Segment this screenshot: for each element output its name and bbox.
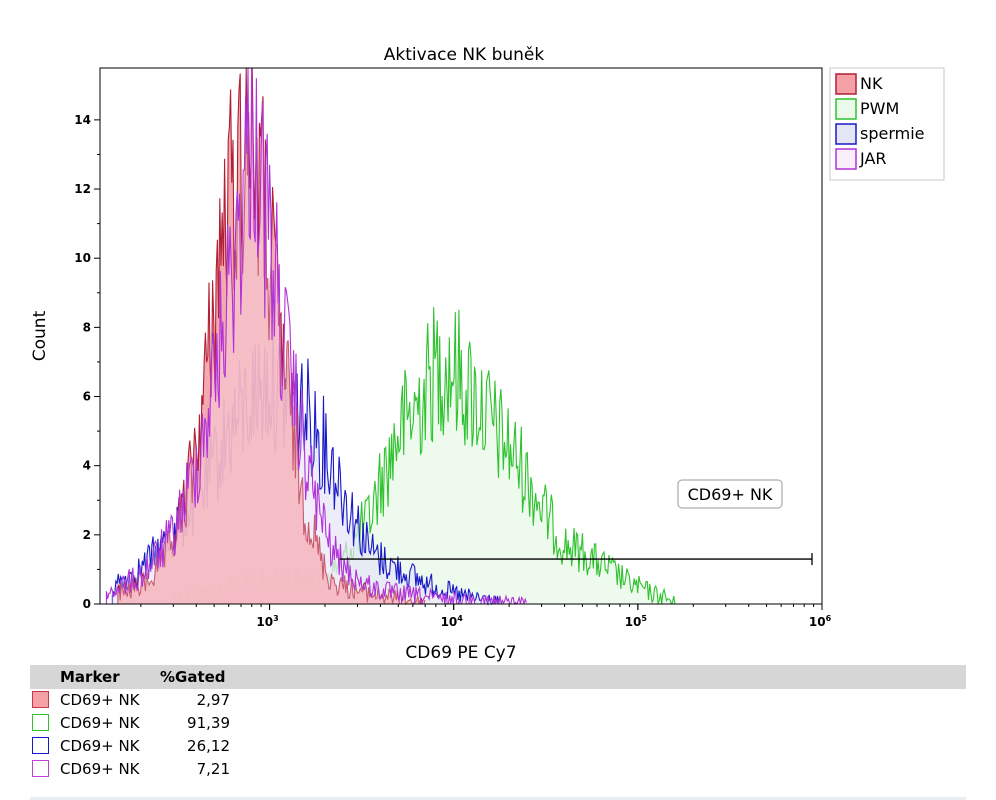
legend-label-PWM: PWM xyxy=(860,99,899,118)
stats-row-value: 91,39 xyxy=(187,714,230,732)
stats-row-value: 26,12 xyxy=(187,737,230,755)
y-tick-label: 6 xyxy=(83,390,91,404)
y-tick-label: 10 xyxy=(74,251,91,265)
y-tick-label: 14 xyxy=(74,113,91,127)
series-line-JAR xyxy=(105,67,527,606)
y-tick-label: 12 xyxy=(74,182,91,196)
x-tick-label: 106 xyxy=(809,614,832,629)
chart-title: Aktivace NK buněk xyxy=(384,45,545,65)
plot-frame xyxy=(99,67,823,605)
legend-swatch-NK xyxy=(835,73,857,95)
legend-label-spermie: spermie xyxy=(860,124,925,143)
x-axis-title: CD69 PE Cy7 xyxy=(405,643,516,663)
bottom-strip xyxy=(30,797,966,800)
x-tick-label: 105 xyxy=(625,614,648,629)
stats-row: CD69+ NK 7,21 xyxy=(30,758,966,781)
marker-column-header: Marker xyxy=(60,668,120,686)
stats-row-marker: CD69+ NK xyxy=(60,691,140,709)
stats-row: CD69+ NK 91,39 xyxy=(30,712,966,735)
stats-row-swatch xyxy=(32,737,49,754)
series-layer xyxy=(105,67,676,607)
legend-swatch-spermie xyxy=(835,123,857,145)
y-tick-label: 8 xyxy=(83,320,91,334)
stats-table: Marker %Gated CD69+ NK 2,97 CD69+ NK 91,39 C… xyxy=(30,665,966,781)
legend: NK PWM spermie JAR xyxy=(829,67,945,181)
stats-row-marker: CD69+ NK xyxy=(60,714,140,732)
gate-label-box[interactable] xyxy=(677,479,783,509)
stats-row-value: 7,21 xyxy=(196,760,230,778)
series-fill-PWM xyxy=(173,307,676,604)
y-tick-label: 2 xyxy=(83,528,91,542)
stats-row-swatch xyxy=(32,691,49,708)
gate-layer: CD69+ NK xyxy=(339,479,813,566)
series-fill-JAR xyxy=(106,68,527,604)
stats-row: CD69+ NK 26,12 xyxy=(30,735,966,758)
histogram-chart: Aktivace NK buněk 0 2 4 6 8 10 12 14 103 104 105 10… xyxy=(30,45,945,663)
stats-row-marker: CD69+ NK xyxy=(60,760,140,778)
stats-row-marker: CD69+ NK xyxy=(60,737,140,755)
stats-rows: CD69+ NK 2,97 CD69+ NK 91,39 CD69+ NK 26,12 CD… xyxy=(30,689,966,781)
gate-label: CD69+ NK xyxy=(688,485,773,504)
stats-row-value: 2,97 xyxy=(196,691,230,709)
legend-label-NK: NK xyxy=(860,74,883,93)
y-axis-title: Count xyxy=(30,310,50,361)
y-tick-label: 0 xyxy=(83,597,91,611)
x-tick-label: 104 xyxy=(441,614,464,629)
axis-layer: 0 2 4 6 8 10 12 14 103 104 105 106 xyxy=(74,113,831,629)
legend-swatch-PWM xyxy=(835,98,857,120)
y-tick-label: 4 xyxy=(83,459,91,473)
legend-swatch-JAR xyxy=(835,148,857,170)
stats-row-swatch xyxy=(32,760,49,777)
x-tick-label: 103 xyxy=(256,614,278,629)
legend-label-JAR: JAR xyxy=(859,149,887,168)
stats-row-swatch xyxy=(32,714,49,731)
stats-row: CD69+ NK 2,97 xyxy=(30,689,966,712)
stats-table-header: Marker %Gated xyxy=(30,665,966,689)
gated-column-header: %Gated xyxy=(160,668,226,686)
